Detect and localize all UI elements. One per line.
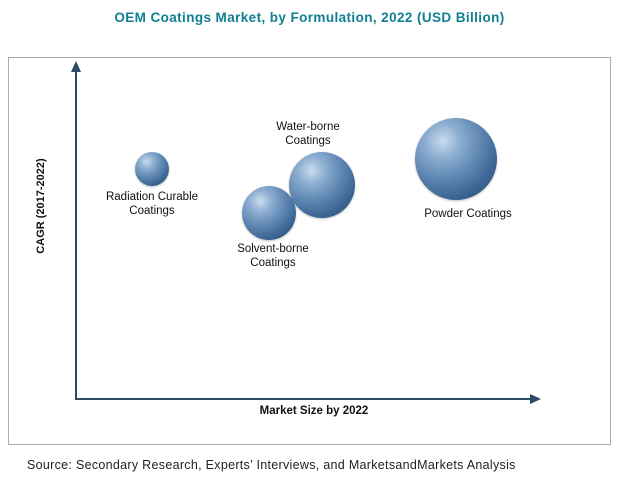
y-axis-label: CAGR (2017-2022) [35, 158, 47, 254]
plot-area: CAGR (2017-2022) Market Size by 2022 Rad… [9, 58, 610, 444]
y-axis-line [75, 71, 77, 400]
page-title: OEM Coatings Market, by Formulation, 202… [114, 10, 505, 25]
y-axis-arrow-icon [71, 61, 81, 72]
bubble-label-radiation-curable-coatings: Radiation Curable Coatings [105, 191, 199, 217]
source-note: Source: Secondary Research, Experts’ Int… [27, 458, 516, 472]
bubble-label-solvent-borne-coatings: Solvent-borne Coatings [237, 243, 309, 269]
bubble-label-water-borne-coatings: Water-borne Coatings [276, 121, 340, 147]
bubble-powder-coatings [415, 118, 497, 200]
bubble-water-borne-coatings [289, 152, 355, 218]
x-axis-label: Market Size by 2022 [259, 405, 369, 417]
bubble-solvent-borne-coatings [242, 186, 296, 240]
x-axis-line [75, 398, 531, 400]
x-axis-arrow-icon [530, 394, 541, 404]
chart-area: CAGR (2017-2022) Market Size by 2022 Rad… [8, 57, 611, 445]
bubble-label-powder-coatings: Powder Coatings [424, 208, 512, 220]
bubble-radiation-curable-coatings [135, 152, 169, 186]
